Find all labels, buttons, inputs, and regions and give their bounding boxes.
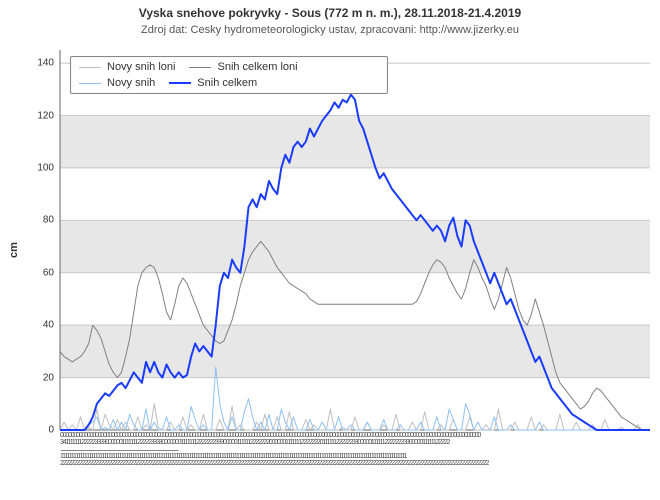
x-ticks: 0000000000000000000000000000000000000000…	[60, 432, 650, 467]
legend-swatch	[79, 83, 101, 84]
legend-swatch	[189, 67, 211, 68]
y-tick: 100	[2, 162, 54, 173]
legend-item: Novy snih	[79, 77, 155, 89]
chart-container: Vyska snehove pokryvky - Sous (772 m n. …	[0, 0, 660, 500]
legend-label: Snih celkem	[197, 77, 257, 89]
y-tick: 120	[2, 110, 54, 121]
legend-swatch	[169, 82, 191, 84]
legend-swatch	[79, 67, 101, 68]
legend-label: Novy snih	[107, 77, 155, 89]
y-tick: 0	[2, 425, 54, 436]
y-ticks: 0 20 40 60 80 100 120 140	[0, 0, 54, 500]
legend: Novy snih loni Snih celkem loni Novy snih S…	[70, 56, 388, 94]
y-tick: 20	[2, 372, 54, 383]
y-tick: 140	[2, 58, 54, 69]
legend-label: Novy snih loni	[107, 61, 175, 73]
y-tick: 80	[2, 215, 54, 226]
y-tick: 60	[2, 267, 54, 278]
legend-item: Snih celkem loni	[189, 61, 297, 73]
legend-item: Novy snih loni	[79, 61, 175, 73]
y-tick: 40	[2, 320, 54, 331]
legend-label: Snih celkem loni	[217, 61, 297, 73]
series-novy_snih_loni	[60, 404, 650, 430]
legend-item: Snih celkem	[169, 77, 257, 89]
